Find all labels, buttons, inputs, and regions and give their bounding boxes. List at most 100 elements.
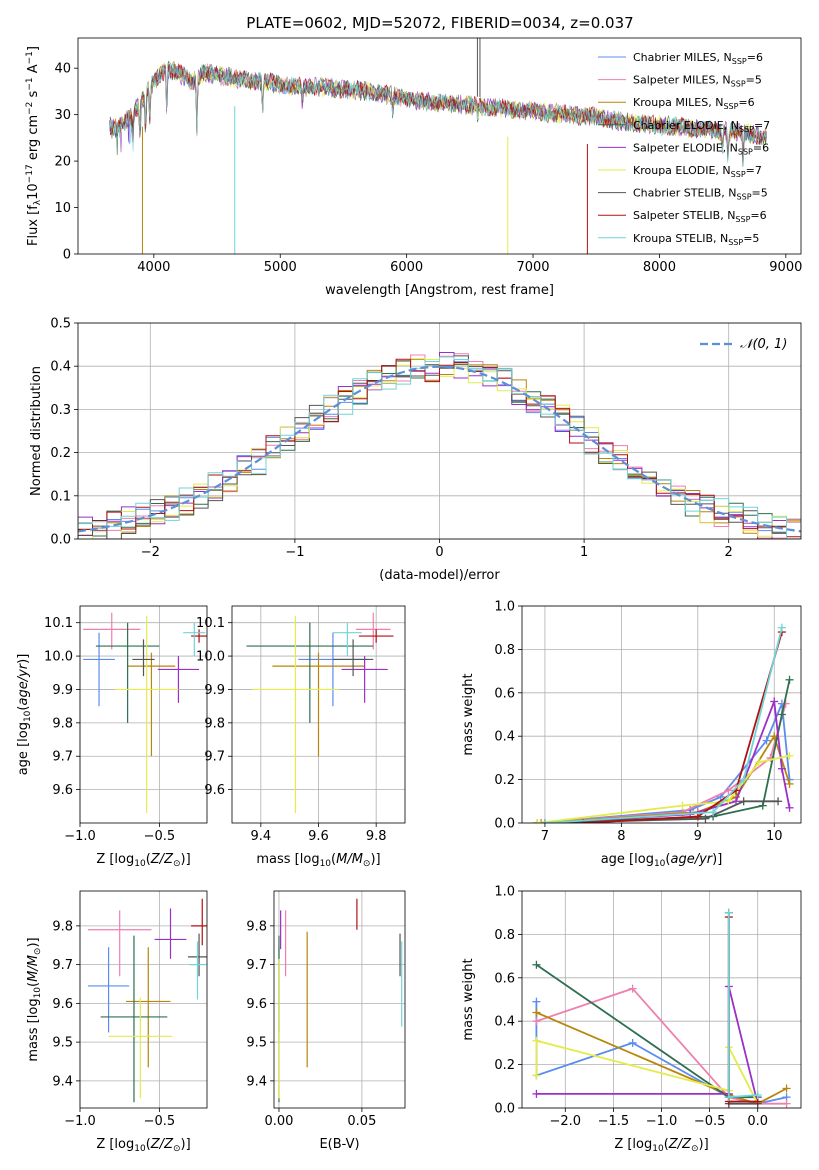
label-part: −1 <box>25 77 35 90</box>
legend-label: Salpeter MILES, NSSP=5 <box>633 74 762 89</box>
legend-sub: SSP <box>731 170 746 179</box>
weight-line <box>536 1011 788 1105</box>
y-tick-label: 9.6 <box>246 997 267 1012</box>
label-part: 10 <box>320 859 332 869</box>
chart-panel-mass-vs-Z: −1.0 −0.59.49.59.69.79.8Z [log10(Z/Z⊙)]ma… <box>26 890 208 1154</box>
label-part: −1 <box>25 51 35 64</box>
y-axis-label: Normed distribution <box>29 366 44 496</box>
legend-text: Chabrier STELIB, N <box>633 187 737 200</box>
y-tick-label: 0.6 <box>494 971 515 986</box>
x-axis-label: Z [log10(Z/Z⊙)] <box>96 852 190 869</box>
label-part: age/yr <box>670 852 713 867</box>
label-part: age [log <box>16 722 31 775</box>
legend-label: Kroupa ELODIE, NSSP=7 <box>633 164 762 179</box>
label-part: ⊙ <box>691 1144 699 1154</box>
legend-suffix: =5 <box>743 232 759 245</box>
y-tick-label: 9.8 <box>204 716 225 731</box>
x-tick-label: −1.0 <box>646 1114 678 1129</box>
label-part: Z [log <box>614 1137 652 1152</box>
legend-label: Chabrier ELODIE, NSSP=7 <box>633 119 770 134</box>
legend-suffix: =7 <box>754 119 770 132</box>
y-tick-label: 9.7 <box>52 958 73 973</box>
y-axis-label: mass [log10(M/M⊙)] <box>26 937 43 1061</box>
axes-frame <box>79 890 208 1109</box>
label-part: ( <box>26 982 41 987</box>
plot-area <box>87 898 207 1103</box>
chart-panel-age-vs-mass: 9.4 9.6 9.8 9.6 9.7 9.8 9.9 10.0 10.1 mass [log10… <box>196 605 406 869</box>
chart-panel-age-vs-Z: −1.0 −0.59.69.79.89.910.010.1Z [log10(Z/Z… <box>16 605 208 869</box>
legend-sub: SSP <box>735 215 750 224</box>
label-part: )] <box>26 937 41 947</box>
y-tick-label: 0.2 <box>50 446 71 461</box>
legend-sub: SSP <box>738 147 753 156</box>
y-tick-label: 40 <box>54 62 71 77</box>
plot-area <box>83 612 207 813</box>
y-tick-label: 9.6 <box>52 783 73 798</box>
label-part: mass [log <box>256 852 319 867</box>
label-part: ( <box>331 852 336 867</box>
legend-suffix: =6 <box>753 141 769 154</box>
label-part: Z/Z <box>150 1137 174 1152</box>
label-part: −2 <box>25 102 35 115</box>
weight-line <box>544 701 791 823</box>
label-part: s <box>26 90 41 101</box>
y-tick-label: 9.7 <box>52 750 73 765</box>
y-tick-label: 30 <box>54 108 71 123</box>
y-axis-label: Flux [fλ10−17 erg cm−2 s−1 A−1] <box>25 46 43 246</box>
plot-area <box>278 898 403 1103</box>
label-part: −17 <box>25 164 35 183</box>
x-tick-label: 4000 <box>137 260 170 275</box>
y-tick-label: 9.8 <box>246 919 267 934</box>
y-tick-label: 0 <box>63 248 71 263</box>
y-tick-label: 9.8 <box>52 919 73 934</box>
label-part: ⊙ <box>363 859 371 869</box>
label-part: ⊙ <box>173 1144 181 1154</box>
y-tick-label: 0.4 <box>494 730 515 745</box>
axes-frame <box>521 605 802 824</box>
x-axis-label: E(B-V) <box>319 1137 359 1152</box>
y-tick-label: 0.1 <box>50 489 71 504</box>
y-tick-label: 10.1 <box>196 616 225 631</box>
legend-text: Chabrier MILES, N <box>633 51 732 64</box>
y-tick-label: 10 <box>54 201 71 216</box>
legend-label: Chabrier MILES, NSSP=6 <box>633 51 763 66</box>
figure-title: PLATE=0602, MJD=52072, FIBERID=0034, z=0… <box>246 14 633 32</box>
label-part: erg cm <box>26 115 41 164</box>
y-tick-label: 0.2 <box>494 773 515 788</box>
y-tick-label: 10.0 <box>44 650 73 665</box>
legend-sub: SSP <box>737 193 752 202</box>
label-part: )] <box>181 1137 191 1152</box>
x-tick-label: 7000 <box>516 260 549 275</box>
chart-panel-residuals: −2 −1 0 1 2 0.0 0.1 0.2 0.3 0.4 0.5 (data-model)/er… <box>29 317 802 583</box>
label-part: ( <box>146 1137 151 1152</box>
legend-label: Kroupa STELIB, NSSP=5 <box>633 232 759 247</box>
y-tick-label: 9.7 <box>246 958 267 973</box>
y-tick-label: 1.0 <box>494 885 515 900</box>
y-tick-label: 9.6 <box>204 783 225 798</box>
legend-sub: SSP <box>739 125 754 134</box>
x-axis-label: Z [log10(Z/Z⊙)] <box>614 1137 708 1154</box>
x-tick-label: 8000 <box>643 260 676 275</box>
weight-line <box>583 631 783 823</box>
label-part: ⊙ <box>173 859 181 869</box>
label-part: age/yr <box>16 662 31 705</box>
label-part: ( <box>665 852 670 867</box>
legend-suffix: =6 <box>750 209 766 222</box>
spectrum-line <box>109 63 767 158</box>
y-tick-label: 10.1 <box>44 616 73 631</box>
label-part: ⊙ <box>33 948 43 956</box>
legend-suffix: =7 <box>746 164 762 177</box>
x-axis-label: age [log10(age/yr)] <box>601 852 723 869</box>
x-tick-label: 1 <box>580 545 588 560</box>
legend-suffix: =5 <box>746 74 762 87</box>
weight-line <box>535 964 758 1099</box>
y-tick-label: 9.5 <box>52 1036 73 1051</box>
plot-area <box>533 623 794 823</box>
legend-text: Salpeter ELODIE, N <box>633 141 738 154</box>
axes-frame <box>79 605 208 824</box>
weight-line <box>537 703 791 823</box>
label-part: mass [log <box>26 998 41 1061</box>
label-part: M/M <box>336 852 363 867</box>
label-part: ] <box>26 46 41 51</box>
